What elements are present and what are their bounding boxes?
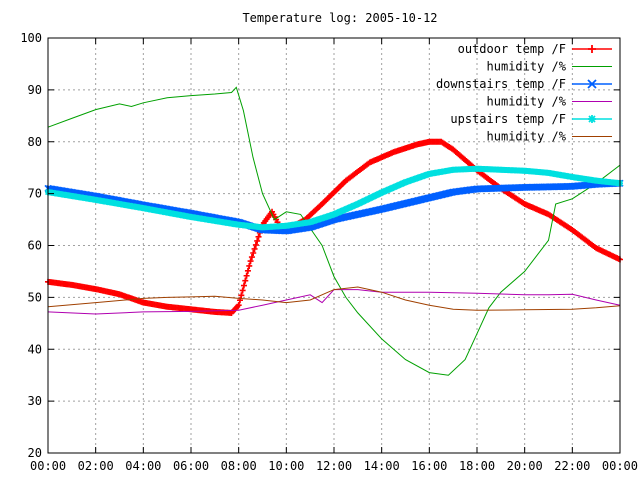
tick-layer: 20 30 40 50 60 70 80 90 100 00:00 02:00 04:00 06:00 0… — [20, 31, 638, 473]
x-tick-label: 00:00 — [30, 459, 66, 473]
data-point — [255, 233, 262, 240]
x-tick-label: 06:00 — [173, 459, 209, 473]
y-tick-label: 100 — [20, 31, 42, 45]
legend-marker — [588, 45, 596, 53]
chart-title: Temperature log: 2005-10-12 — [242, 11, 437, 25]
series-3 — [44, 179, 624, 235]
data-point — [247, 258, 254, 265]
x-tick-label: 14:00 — [364, 459, 400, 473]
series-layer — [44, 86, 624, 376]
data-point — [235, 302, 242, 309]
y-tick-label: 80 — [28, 135, 42, 149]
data-point — [244, 267, 251, 274]
data-point — [243, 272, 250, 279]
legend-label: humidity /% — [487, 130, 567, 144]
legend-marker — [587, 79, 597, 89]
data-point — [250, 249, 257, 256]
x-tick-label: 12:00 — [316, 459, 352, 473]
x-tick-label: 22:00 — [554, 459, 590, 473]
data-point — [238, 292, 245, 299]
series-2 — [47, 86, 621, 376]
legend-marker — [588, 115, 596, 123]
y-tick-label: 40 — [28, 342, 42, 356]
y-tick-label: 20 — [28, 446, 42, 460]
x-tick-label: 08:00 — [221, 459, 257, 473]
x-tick-label: 16:00 — [411, 459, 447, 473]
legend-label: upstairs temp /F — [450, 112, 566, 126]
y-tick-label: 50 — [28, 290, 42, 304]
series-line — [47, 286, 621, 311]
data-point — [251, 245, 258, 252]
x-tick-label: 18:00 — [459, 459, 495, 473]
x-tick-label: 04:00 — [125, 459, 161, 473]
y-tick-label: 30 — [28, 394, 42, 408]
data-point — [254, 237, 261, 244]
series-1 — [45, 138, 623, 316]
series-5 — [44, 165, 624, 231]
data-point — [239, 287, 246, 294]
y-tick-label: 60 — [28, 239, 42, 253]
series-line — [47, 141, 621, 314]
data-point — [246, 262, 253, 269]
legend-label: downstairs temp /F — [436, 77, 566, 91]
data-point — [240, 282, 247, 289]
series-line — [47, 86, 621, 376]
x-tick-label: 10:00 — [268, 459, 304, 473]
series-6 — [47, 286, 621, 311]
x-tick-label: 00:00 — [602, 459, 638, 473]
x-tick-label: 02:00 — [78, 459, 114, 473]
legend-label: humidity /% — [487, 60, 567, 74]
legend: outdoor temp /F humidity /% downstairs tem… — [436, 42, 612, 144]
y-tick-label: 70 — [28, 187, 42, 201]
data-point — [248, 254, 255, 261]
legend-label: humidity /% — [487, 95, 567, 109]
x-tick-label: 20:00 — [507, 459, 543, 473]
legend-label: outdoor temp /F — [458, 42, 566, 56]
data-point — [242, 277, 249, 284]
y-tick-label: 90 — [28, 83, 42, 97]
data-point — [252, 241, 259, 248]
